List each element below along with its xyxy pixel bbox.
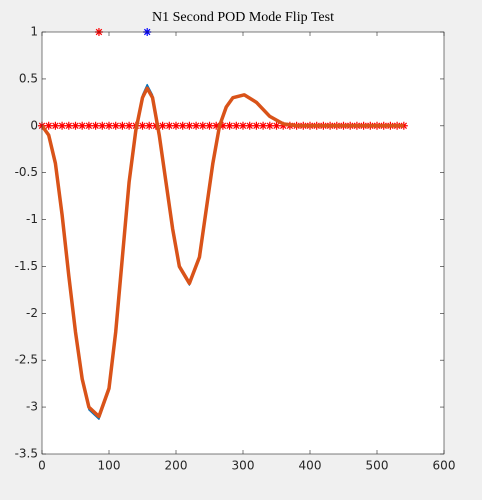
- asterisk-marker: [111, 121, 120, 130]
- asterisk-marker: [71, 121, 80, 130]
- y-tick-label: -1.5: [15, 259, 38, 273]
- asterisk-marker: [239, 121, 247, 130]
- x-tick-label: 0: [38, 459, 46, 473]
- y-tick-label: -3.5: [15, 447, 38, 461]
- asterisk-marker: [78, 121, 87, 130]
- y-tick-label: 0.5: [19, 71, 38, 85]
- asterisk-marker: [165, 121, 174, 130]
- axes-box: [41, 31, 445, 455]
- asterisk-marker: [218, 121, 227, 130]
- y-tick-label: -2: [26, 306, 38, 320]
- y-tick-label: -0.5: [15, 165, 38, 179]
- asterisk-marker: [245, 121, 254, 130]
- asterisk-marker: [145, 121, 154, 130]
- asterisk-marker: [91, 121, 100, 130]
- asterisk-marker: [125, 121, 134, 130]
- chart-title: N1 Second POD Mode Flip Test: [152, 10, 334, 25]
- asterisk-marker: [265, 121, 274, 130]
- y-tick-label: -3: [26, 400, 38, 414]
- asterisk-marker: [118, 121, 127, 130]
- asterisk-marker: [232, 121, 241, 130]
- asterisk-marker: [252, 121, 261, 130]
- x-tick-label: 200: [165, 459, 188, 473]
- asterisk-marker: [58, 121, 67, 130]
- asterisk-marker: [185, 121, 194, 130]
- x-tick-label: 400: [299, 459, 322, 473]
- asterisk-marker: [138, 121, 147, 130]
- y-tick-label: 1: [30, 25, 38, 39]
- asterisk-marker: [158, 121, 167, 130]
- asterisk-marker: [172, 121, 180, 130]
- asterisk-marker: [178, 121, 187, 130]
- y-tick-label: 0: [30, 118, 38, 132]
- y-tick-label: -1: [26, 212, 38, 226]
- asterisk-marker: [272, 121, 281, 130]
- asterisk-marker: [212, 121, 221, 130]
- asterisk-marker: [98, 121, 107, 130]
- asterisk-marker: [205, 121, 214, 130]
- x-tick-label: 300: [232, 459, 255, 473]
- asterisk-marker: [279, 121, 288, 130]
- asterisk-marker: [259, 121, 268, 130]
- asterisk-marker: [44, 121, 53, 130]
- asterisk-marker: [198, 121, 207, 130]
- asterisk-marker: [192, 121, 201, 130]
- data-line: [42, 86, 404, 419]
- x-tick-label: 600: [433, 459, 456, 473]
- asterisk-marker: [225, 121, 234, 130]
- asterisk-marker: [51, 121, 60, 130]
- asterisk-marker: [84, 121, 93, 130]
- asterisk-marker: [64, 121, 73, 130]
- x-tick-label: 500: [366, 459, 389, 473]
- y-tick-label: -2.5: [15, 353, 38, 367]
- asterisk-marker: [105, 121, 113, 130]
- x-tick-label: 100: [98, 459, 121, 473]
